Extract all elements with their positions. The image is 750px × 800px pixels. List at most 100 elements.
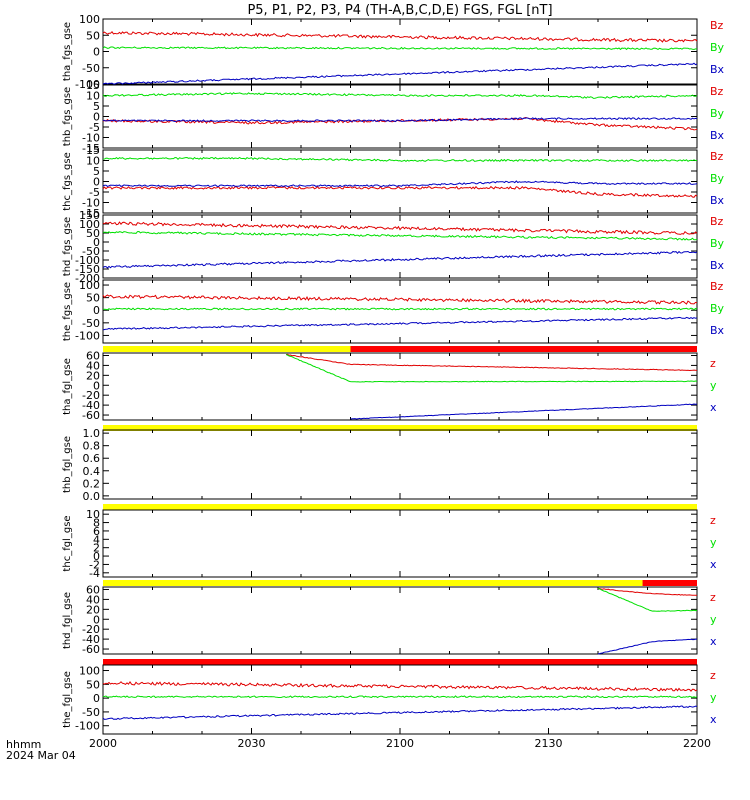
series-By: [102, 230, 698, 241]
flag-bar: [103, 580, 643, 586]
y-tick-label: 40: [86, 593, 100, 606]
series-Bx: [102, 316, 698, 331]
series-Bz: [102, 221, 698, 235]
panel-frame: [102, 509, 698, 578]
y-tick-label: 0.0: [83, 490, 101, 503]
y-tick-label: -10: [82, 197, 100, 210]
y-tick-label: -100: [75, 254, 100, 267]
legend-Bz: Bz: [710, 150, 724, 163]
y-tick-label: 60: [86, 349, 100, 362]
y-tick-label: 5: [93, 165, 100, 178]
panel-ylabel: thc_fgs_gse: [62, 152, 73, 211]
y-tick-label: 100: [79, 13, 100, 26]
legend-z: z: [710, 591, 716, 604]
series-y: [102, 695, 698, 699]
y-tick-label: 10: [86, 155, 100, 168]
y-tick-label: 0: [93, 550, 100, 563]
panel-thb_fgl_gse: 1.00.80.60.40.20.0 thb_fgl_gse: [62, 425, 698, 503]
y-tick-label: -20: [82, 623, 100, 636]
y-tick-label: 0: [93, 111, 100, 124]
y-tick-label: 20: [86, 603, 100, 616]
x-tick-label: 2130: [535, 737, 563, 750]
y-tick-label: -10: [82, 132, 100, 145]
panel-ylabel: tha_fgl_gse: [62, 358, 73, 415]
y-tick-label: 50: [86, 227, 100, 240]
y-tick-label: -40: [82, 399, 100, 412]
y-tick-label: -60: [82, 409, 100, 422]
y-tick-label: 60: [86, 583, 100, 596]
footer-hhmm: hhmm: [6, 738, 41, 751]
y-tick-label: 8: [93, 517, 100, 530]
series-Bx: [102, 180, 698, 188]
legend-y: y: [710, 536, 717, 549]
y-tick-label: 50: [86, 292, 100, 305]
series-Bx: [102, 62, 698, 85]
legend-By: By: [710, 237, 725, 250]
panel-frame: [102, 149, 698, 214]
flag-bar: [642, 580, 697, 586]
footer-date: 2024 Mar 04: [6, 749, 76, 762]
flag-bar: [103, 504, 697, 510]
panel-ylabel: tha_fgs_gse: [62, 22, 73, 81]
y-tick-label: 100: [79, 218, 100, 231]
y-tick-label: -50: [82, 317, 100, 330]
legend-x: x: [710, 713, 717, 726]
panel-ylabel: thc_fgl_gse: [62, 515, 73, 571]
y-tick-label: -50: [82, 245, 100, 258]
flag-bar: [103, 346, 351, 352]
y-tick-label: 100: [79, 279, 100, 292]
flag-bar: [350, 346, 697, 352]
y-tick-label: -100: [75, 329, 100, 342]
legend-Bx: Bx: [710, 129, 725, 142]
y-tick-label: 0: [93, 176, 100, 189]
x-tick-label: 2100: [386, 737, 414, 750]
y-tick-label: 10: [86, 90, 100, 103]
y-tick-label: 2: [93, 542, 100, 555]
flag-bar: [103, 659, 697, 665]
series-By: [102, 92, 698, 99]
y-tick-label: 100: [79, 665, 100, 678]
y-tick-label: -4: [89, 567, 100, 580]
series-Bz: [102, 31, 698, 43]
legend-Bx: Bx: [710, 259, 725, 272]
legend-Bz: Bz: [710, 19, 724, 32]
legend-Bz: Bz: [710, 280, 724, 293]
legend-y: y: [710, 691, 717, 704]
y-tick-label: 0: [93, 236, 100, 249]
legend-z: z: [710, 357, 716, 370]
legend-z: z: [710, 514, 716, 527]
legend-By: By: [710, 302, 725, 315]
panel-ylabel: thb_fgs_gse: [62, 87, 73, 146]
y-tick-label: 0.4: [83, 465, 101, 478]
legend-x: x: [710, 558, 717, 571]
y-tick-label: -15: [82, 142, 100, 155]
y-tick-label: -20: [82, 389, 100, 402]
y-tick-label: 0.2: [83, 477, 101, 490]
panel-ylabel: thd_fgs_gse: [62, 217, 73, 276]
y-tick-label: 15: [86, 79, 100, 92]
panel-frame: [102, 664, 698, 735]
series-Bz: [102, 116, 698, 131]
series-x: [597, 638, 697, 655]
legend-By: By: [710, 172, 725, 185]
y-tick-label: 40: [86, 359, 100, 372]
x-tick-label: 2200: [683, 737, 711, 750]
y-tick-label: -50: [82, 706, 100, 719]
y-tick-label: -50: [82, 62, 100, 75]
series-Bz: [102, 185, 698, 198]
y-tick-label: -5: [89, 121, 100, 134]
y-tick-label: 50: [86, 678, 100, 691]
legend-Bx: Bx: [710, 324, 725, 337]
legend-By: By: [710, 41, 725, 54]
legend-Bz: Bz: [710, 85, 724, 98]
chart-title: P5, P1, P2, P3, P4 (TH-A,B,C,D,E) FGS, F…: [247, 3, 552, 18]
y-tick-label: 0: [93, 613, 100, 626]
